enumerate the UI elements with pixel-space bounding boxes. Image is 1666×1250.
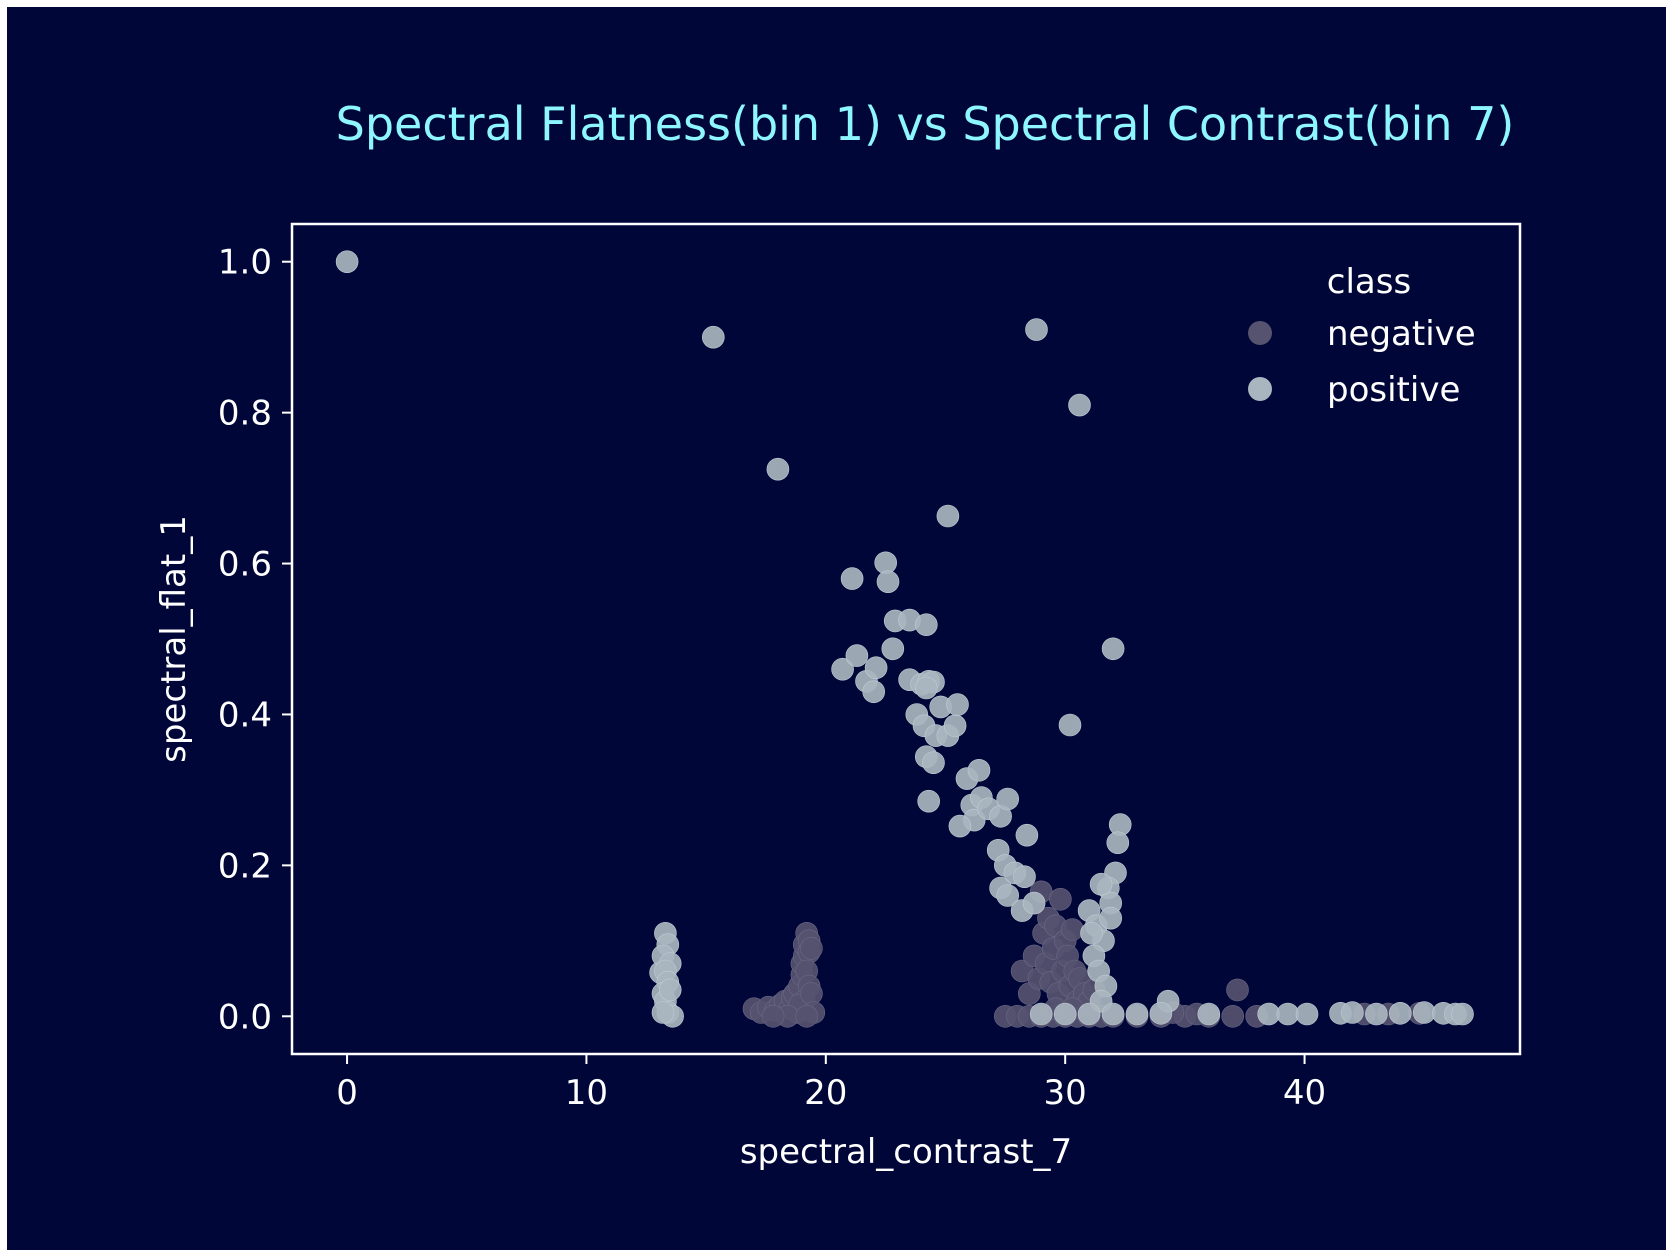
data-point-positive	[936, 504, 960, 528]
data-point-positive	[831, 657, 854, 681]
y-tick-label: 0.0	[218, 997, 272, 1037]
legend: class negative positive	[1248, 262, 1476, 410]
chart-figure: Spectral Flatness(bin 1) vs Spectral Con…	[7, 7, 1666, 1250]
y-tick-label: 0.2	[218, 846, 272, 886]
data-point-positive	[1149, 1001, 1173, 1025]
chart-title: Spectral Flatness(bin 1) vs Spectral Con…	[336, 97, 1515, 151]
data-point-negative	[1226, 978, 1249, 1002]
data-point-negative	[1061, 918, 1084, 941]
data-point-positive	[1080, 921, 1103, 945]
data-point-positive	[845, 644, 869, 667]
data-point-positive	[996, 884, 1020, 907]
y-axis-label: spectral_flat_1	[154, 515, 194, 763]
x-axis-label: spectral_contrast_7	[740, 1132, 1072, 1172]
data-point-positive	[948, 814, 972, 838]
legend-label-negative: negative	[1327, 314, 1476, 354]
legend-marker-positive	[1248, 377, 1272, 401]
x-tick-label: 30	[1044, 1073, 1087, 1113]
legend-title: class	[1327, 262, 1411, 302]
data-point-negative	[1049, 887, 1072, 911]
x-tick-label: 40	[1283, 1073, 1326, 1113]
data-point-positive	[914, 676, 938, 700]
data-point-positive	[1341, 1001, 1364, 1024]
data-point-negative	[795, 1004, 819, 1028]
axes-frame	[290, 222, 1522, 1056]
data-point-positive	[651, 1001, 675, 1024]
data-point-positive	[1257, 1002, 1280, 1026]
data-point-positive	[1197, 1002, 1221, 1026]
data-point-negative	[761, 1004, 785, 1028]
plot-area	[335, 250, 1474, 1028]
data-point-positive	[1276, 1002, 1300, 1026]
y-tick-label: 0.8	[218, 394, 272, 434]
data-point-negative	[1221, 1004, 1244, 1028]
data-point-positive	[967, 758, 991, 782]
y-tick-label: 0.4	[218, 695, 272, 735]
x-axis-ticks: 0 10 20 30 40	[336, 1054, 1326, 1113]
data-point-positive	[1365, 1002, 1388, 1026]
data-point-positive	[1451, 1002, 1474, 1026]
data-point-positive	[881, 637, 905, 661]
data-point-positive	[874, 551, 898, 575]
data-point-positive	[1106, 831, 1130, 855]
data-point-positive	[335, 250, 359, 273]
data-point-positive	[946, 693, 969, 716]
data-point-positive	[766, 457, 790, 481]
data-point-positive	[862, 680, 886, 704]
data-point-positive	[1058, 713, 1082, 737]
data-point-positive	[658, 978, 682, 1002]
scatter-chart: Spectral Flatness(bin 1) vs Spectral Con…	[154, 97, 1522, 1172]
data-point-positive	[922, 751, 945, 775]
y-axis-ticks: 0.0 0.2 0.4 0.6 0.8 1.0	[218, 243, 292, 1037]
data-point-positive	[1412, 1001, 1436, 1024]
data-point-positive	[914, 613, 938, 637]
data-point-negative	[800, 982, 823, 1005]
data-point-positive	[996, 787, 1020, 811]
data-point-positive	[876, 570, 900, 594]
data-point-positive	[1015, 823, 1039, 847]
y-tick-label: 0.6	[218, 545, 272, 585]
x-tick-label: 0	[336, 1073, 358, 1113]
y-tick-label: 1.0	[218, 243, 272, 283]
data-point-positive	[1022, 891, 1046, 915]
data-point-positive	[840, 567, 864, 590]
data-point-positive	[1025, 318, 1048, 341]
data-point-positive	[701, 325, 725, 349]
data-point-positive	[1068, 393, 1091, 417]
data-point-positive	[1029, 1002, 1053, 1026]
data-point-positive	[1101, 1002, 1125, 1026]
data-point-positive	[1077, 1002, 1101, 1026]
data-point-positive	[1295, 1002, 1319, 1026]
data-point-positive	[1101, 637, 1125, 661]
x-tick-label: 20	[804, 1073, 847, 1113]
data-point-positive	[917, 789, 941, 813]
data-point-positive	[1089, 872, 1113, 896]
data-point-positive	[1099, 906, 1122, 930]
data-point-positive	[1389, 1001, 1412, 1025]
data-point-positive	[1053, 1002, 1077, 1026]
legend-marker-negative	[1248, 321, 1272, 345]
data-point-positive	[943, 714, 967, 738]
data-point-positive	[864, 656, 888, 680]
data-point-positive	[1013, 865, 1036, 889]
legend-label-positive: positive	[1327, 370, 1460, 410]
data-point-positive	[1125, 1002, 1149, 1026]
x-tick-label: 10	[565, 1073, 608, 1113]
data-point-negative	[800, 937, 823, 960]
